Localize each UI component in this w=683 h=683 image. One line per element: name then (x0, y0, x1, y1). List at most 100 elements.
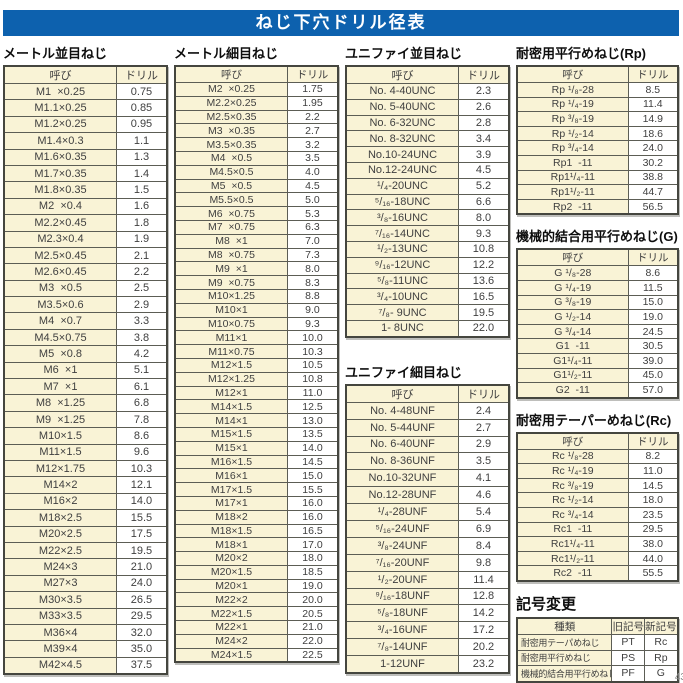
drill-value-cell: 22.0 (457, 319, 510, 338)
old-symbol-column-header: 旧記号 (611, 617, 645, 636)
section-heading-metric-fine: メートル細目ねじ (174, 46, 279, 61)
thread-name-cell: M2 ×0.4 (3, 197, 117, 216)
drill-value-cell: 16.5 (286, 523, 339, 539)
drill-value-cell: 17.0 (286, 537, 339, 553)
thread-name-cell: G1 -11 (516, 338, 629, 354)
drill-value-cell: 16.5 (457, 288, 510, 306)
drill-value-cell: 45.0 (627, 367, 679, 384)
thread-name-cell: ¹/₄-20UNC (345, 177, 459, 195)
thread-name-cell: ⁵/₁₆-18UNC (345, 193, 459, 211)
table-row: M33×3.5 29.5 (3, 607, 168, 625)
table-row: No. 5-40UNC 2.6 (345, 98, 510, 116)
drill-value-cell: 13.6 (457, 272, 510, 290)
header-row: 呼び ドリル (516, 65, 679, 83)
table-row: G ¹/₈-28 8.6 (516, 265, 679, 281)
thread-name-cell: Rp1¹/₄-11 (516, 169, 629, 186)
table-row: Rp ³/₈-19 14.9 (516, 111, 679, 127)
table-row: ¹/₂-13UNC 10.8 (345, 240, 510, 258)
drill-value-cell: 9.0 (286, 302, 339, 318)
table-row: Rc ¹/₈-28 8.2 (516, 448, 679, 465)
thread-name-cell: M1.1×0.25 (3, 99, 117, 117)
drill-value-cell: 44.0 (627, 550, 679, 567)
drill-value-cell: 4.1 (457, 469, 510, 488)
drill-value-cell: 13.5 (286, 426, 339, 442)
drill-value-cell: 24.0 (627, 140, 679, 156)
thread-name-cell: M9 ×1.25 (3, 410, 117, 429)
table-columns: メートル並目ねじ 呼び ドリル M1 ×0.25 0.75 M1.1×0.25 0.8… (0, 43, 683, 683)
thread-name-cell: M5.5×0.5 (174, 192, 288, 208)
thread-name-cell: Rc ³/₈-19 (516, 477, 629, 494)
thread-name-cell: Rp ¹/₂-14 (516, 125, 629, 142)
drill-value-cell: 9.3 (457, 225, 510, 242)
drill-value-cell: 17.5 (115, 525, 168, 543)
table-row: 1- 8UNC 22.0 (345, 319, 510, 338)
table-row: M2 ×0.4 1.6 (3, 197, 168, 216)
thread-name-cell: ¹/₂-13UNC (345, 240, 459, 258)
thread-name-cell: G1¹/₂-11 (516, 367, 629, 384)
section-heading-metric-coarse: メートル並目ねじ (3, 46, 108, 61)
g-table: 呼び ドリル G ¹/₈-28 8.6 G ¹/₄-19 11.5 G ³/₈-19 15… (516, 248, 679, 399)
table-row: M10×0.75 9.3 (174, 316, 339, 332)
header-row: 呼び ドリル (516, 248, 679, 267)
drill-value-cell: 1.75 (286, 82, 339, 97)
drill-value-cell: G (643, 665, 679, 683)
thread-name-cell: M14×2 (3, 476, 117, 494)
table-row: No.10-24UNC 3.9 (345, 146, 510, 163)
drill-value-cell: 11.0 (286, 385, 339, 401)
drill-value-cell: 9.3 (286, 316, 339, 332)
thread-name-cell: G2 -11 (516, 382, 629, 399)
thread-name-cell: M18×2 (174, 509, 288, 525)
drill-value-cell: 2.9 (115, 296, 168, 314)
thread-name-cell: ³/₈-24UNF (345, 536, 459, 555)
table-row: No.12-28UNF 4.6 (345, 486, 510, 505)
thread-name-cell: M2.3×0.4 (3, 230, 117, 248)
table-row: No. 6-32UNC 2.8 (345, 114, 510, 132)
table-row: M10×1.25 8.8 (174, 288, 339, 304)
table-row: M8 ×0.75 7.3 (174, 247, 339, 263)
thread-name-cell: No. 6-40UNF (345, 435, 459, 454)
table-row: M1.8×0.35 1.5 (3, 181, 168, 199)
table-row: Rc1¹/₂-11 44.0 (516, 550, 679, 567)
thread-name-cell: ³/₄-16UNF (345, 621, 459, 640)
drill-value-cell: 19.0 (286, 578, 339, 594)
drill-value-cell: 32.0 (115, 623, 168, 642)
thread-name-cell: ⁹/₁₆-12UNC (345, 256, 459, 274)
table-row: M15×1 14.0 (174, 440, 339, 456)
table-row: M30×3.5 26.5 (3, 591, 168, 609)
table-row: ⁹/₁₆-12UNC 12.2 (345, 256, 510, 274)
new-symbol-column-header: 新記号 (643, 617, 679, 636)
header-row: 呼び ドリル (174, 65, 339, 83)
name-column-header: 呼び (3, 65, 117, 84)
thread-name-cell: ⁷/₁₆-14UNC (345, 225, 459, 242)
table-row: M20×2 18.0 (174, 551, 339, 566)
drill-column-header: ドリル (115, 65, 168, 84)
thread-name-cell: 耐密用テーパめねじ (516, 634, 613, 651)
table-row: M9 ×1 8.0 (174, 261, 339, 277)
thread-name-cell: M4.5×0.75 (3, 328, 117, 347)
drill-value-cell: 4.0 (286, 164, 339, 180)
drill-value-cell: PF (611, 665, 645, 683)
table-row: Rc1 -11 29.5 (516, 521, 679, 538)
table-row: M10×1.5 8.6 (3, 427, 168, 445)
table-row: M6 ×0.75 5.3 (174, 206, 339, 221)
thread-name-cell: M1.7×0.35 (3, 164, 117, 183)
table-row: M27×3 24.0 (3, 574, 168, 593)
thread-name-cell: M8 ×0.75 (174, 247, 288, 263)
table-row: M16×1 15.0 (174, 468, 339, 484)
thread-name-cell: M20×2.5 (3, 525, 117, 543)
drill-value-cell: 8.8 (286, 288, 339, 304)
thread-name-cell: M12×1.25 (174, 371, 288, 387)
table-row: M18×2.5 15.5 (3, 509, 168, 527)
drill-value-cell: 10.8 (286, 371, 339, 387)
thread-name-cell: M11×1.5 (3, 443, 117, 461)
thread-name-cell: M1.8×0.35 (3, 181, 117, 199)
drill-value-cell: 1.6 (115, 197, 168, 216)
thread-name-cell: 耐密用平行めねじ (516, 649, 613, 667)
table-row: G ³/₄-14 24.5 (516, 323, 679, 340)
table-row: M11×1 10.0 (174, 330, 339, 346)
table-row: ³/₈-24UNF 8.4 (345, 536, 510, 555)
drill-value-cell: 8.5 (627, 82, 679, 98)
thread-name-cell: M12×1.5 (174, 357, 288, 373)
drill-value-cell: 1.1 (115, 132, 168, 150)
drill-value-cell: 16.0 (286, 509, 339, 525)
